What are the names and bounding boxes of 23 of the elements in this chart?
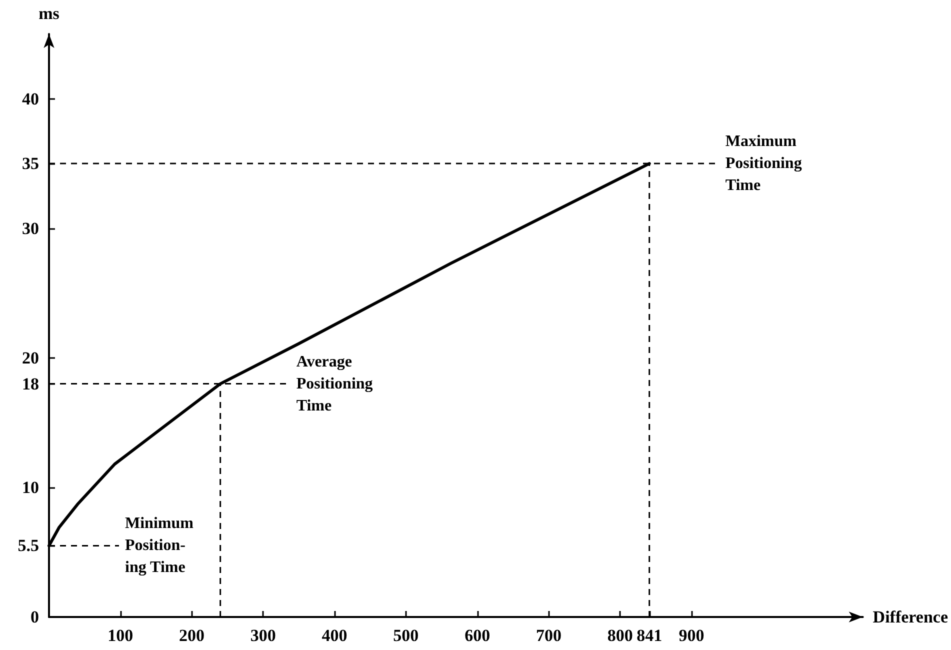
x-tick-label: 800 <box>607 626 633 645</box>
x-tick-label: 900 <box>678 626 704 645</box>
y-tick-label: 0 <box>30 608 39 626</box>
x-tick-label: 700 <box>536 626 562 645</box>
x-tick-label: 400 <box>322 626 348 645</box>
ref-line-label: Average Positioning Time <box>296 353 373 414</box>
x-tick-label: 600 <box>464 626 490 645</box>
ref-line-label: Maximum Positioning Time <box>725 133 802 194</box>
y-axis-title: ms <box>38 4 60 23</box>
y-tick-label: 10 <box>22 478 39 497</box>
y-tick-label: 18 <box>22 374 39 394</box>
y-tick-label: 30 <box>22 218 39 238</box>
y-tick-label: 40 <box>22 89 39 108</box>
y-tick-label: 20 <box>22 348 39 368</box>
x-tick-label: 500 <box>393 626 419 645</box>
x-tick-label: 300 <box>250 626 276 645</box>
x-tick-label: 100 <box>108 626 134 645</box>
x-axis-title: Difference <box>872 608 948 626</box>
x-tick-label: 841 <box>636 626 662 645</box>
x-tick-label: 200 <box>179 626 205 645</box>
ref-line-label: Minimum Position- ing Time <box>125 515 194 576</box>
y-tick-label: 35 <box>22 154 39 174</box>
y-tick-label: 5.5 <box>18 536 39 556</box>
